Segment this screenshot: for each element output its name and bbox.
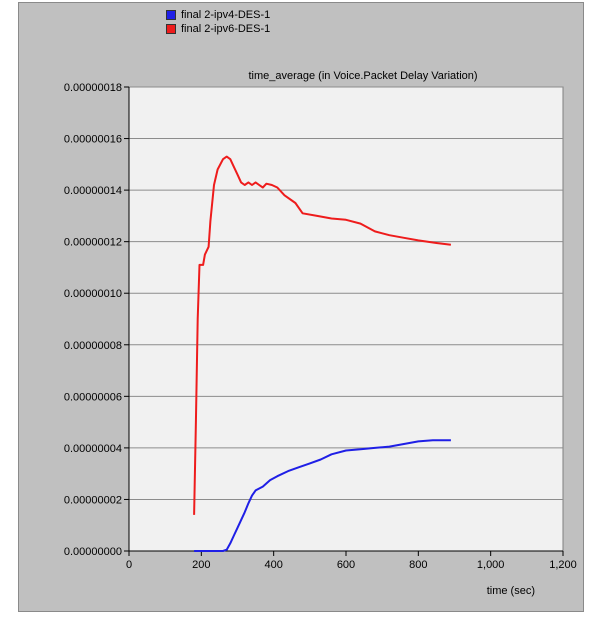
x-tick-label: 600 — [337, 559, 355, 571]
x-tick-label: 400 — [264, 559, 282, 571]
legend-item-ipv6: final 2-ipv6-DES-1 — [166, 22, 270, 36]
plot-area — [128, 86, 564, 552]
chart-svg: 0.00000000 0.00000002 0.00000004 0.00000006… — [64, 82, 577, 571]
chart-title: time_average (in Voice.Packet Delay Vari… — [248, 70, 478, 82]
x-axis-label: time (sec) — [486, 585, 535, 597]
y-tick-label: 0.00000002 — [64, 494, 122, 506]
grid-lines — [129, 86, 563, 500]
y-tick-label: 0.00000018 — [64, 82, 122, 94]
y-tick-label: 0.00000006 — [64, 391, 122, 403]
series-layer — [193, 155, 452, 552]
x-axis: 0 200 400 600 800 1,000 1,200 — [126, 550, 577, 571]
x-tick-label: 0 — [126, 559, 132, 571]
x-tick-label: 800 — [409, 559, 427, 571]
x-tick-label: 1,000 — [477, 559, 505, 571]
legend-item-ipv4: final 2-ipv4-DES-1 — [166, 8, 270, 22]
y-tick-label: 0.00000014 — [64, 185, 122, 197]
y-tick-label: 0.00000016 — [64, 134, 122, 146]
chart-frame: 0.00000000 0.00000002 0.00000004 0.00000006… — [18, 2, 584, 612]
x-tick-label: 200 — [192, 559, 210, 571]
series-line-ipv6 — [193, 155, 452, 515]
y-tick-label: 0.00000004 — [64, 443, 122, 455]
y-tick-label: 0.00000010 — [64, 288, 122, 300]
y-tick-label: 0.00000008 — [64, 340, 122, 352]
series-line-ipv4 — [194, 439, 451, 552]
legend-label-ipv4: final 2-ipv4-DES-1 — [181, 9, 271, 21]
y-axis: 0.00000000 0.00000002 0.00000004 0.00000006… — [64, 82, 130, 558]
legend-label-ipv6: final 2-ipv6-DES-1 — [181, 23, 271, 35]
x-tick-label: 1,200 — [549, 559, 577, 571]
legend-swatch-ipv6 — [166, 24, 176, 34]
legend-swatch-ipv4 — [166, 10, 176, 20]
y-tick-label: 0.00000012 — [64, 237, 122, 249]
y-tick-label: 0.00000000 — [64, 546, 122, 558]
